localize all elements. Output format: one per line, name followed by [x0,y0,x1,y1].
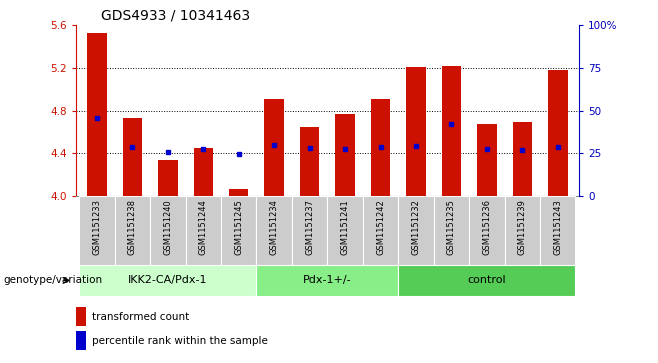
Text: GSM1151237: GSM1151237 [305,200,314,256]
Text: control: control [468,276,506,285]
Bar [540,196,576,265]
Text: GSM1151239: GSM1151239 [518,200,527,255]
Bar [513,122,532,196]
Text: GSM1151240: GSM1151240 [163,200,172,255]
Bar [477,123,497,196]
Text: GSM1151236: GSM1151236 [482,200,492,256]
Bar [292,196,327,265]
Bar [505,196,540,265]
Bar [469,196,505,265]
Text: GSM1151233: GSM1151233 [92,200,101,256]
Bar [229,188,249,196]
Text: genotype/variation: genotype/variation [3,276,103,285]
Bar [79,265,257,296]
Bar [114,196,150,265]
Bar [76,307,86,326]
Text: GSM1151245: GSM1151245 [234,200,243,255]
Text: GSM1151235: GSM1151235 [447,200,456,255]
Text: percentile rank within the sample: percentile rank within the sample [92,336,268,346]
Text: GSM1151234: GSM1151234 [270,200,279,255]
Bar [548,70,567,196]
Bar [122,118,142,196]
Bar [336,114,355,196]
Bar [150,196,186,265]
Bar [76,331,86,350]
Text: Pdx-1+/-: Pdx-1+/- [303,276,351,285]
Text: GSM1151242: GSM1151242 [376,200,385,255]
Bar [300,127,319,196]
Text: transformed count: transformed count [92,311,190,322]
Text: GSM1151243: GSM1151243 [553,200,563,255]
Bar [257,265,398,296]
Bar [257,196,292,265]
Text: GSM1151241: GSM1151241 [341,200,349,255]
Bar [193,148,213,196]
Bar [363,196,398,265]
Text: GSM1151232: GSM1151232 [411,200,420,255]
Bar [370,99,390,196]
Text: GDS4933 / 10341463: GDS4933 / 10341463 [101,9,250,23]
Bar [406,67,426,196]
Bar [327,196,363,265]
Bar [79,196,114,265]
Bar [398,196,434,265]
Text: IKK2-CA/Pdx-1: IKK2-CA/Pdx-1 [128,276,207,285]
Bar [434,196,469,265]
Bar [158,160,178,196]
Text: GSM1151238: GSM1151238 [128,200,137,256]
Text: GSM1151244: GSM1151244 [199,200,208,255]
Bar [221,196,257,265]
Bar [186,196,221,265]
Bar [442,66,461,196]
Bar [398,265,576,296]
Bar [88,33,107,196]
Bar [265,99,284,196]
